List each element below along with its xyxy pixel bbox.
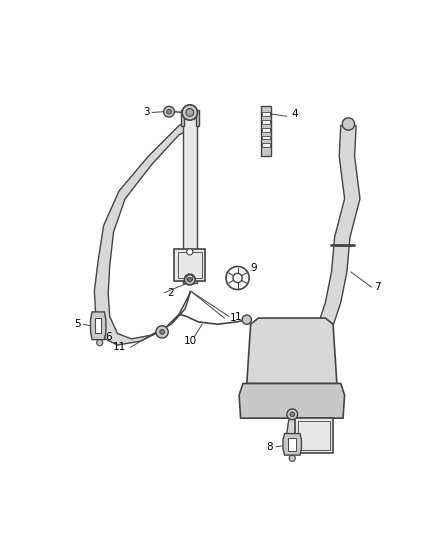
Polygon shape — [239, 384, 345, 418]
Text: 8: 8 — [267, 442, 273, 451]
Circle shape — [187, 275, 193, 281]
Text: 10: 10 — [184, 336, 197, 346]
Circle shape — [186, 109, 194, 116]
Bar — [294, 418, 333, 453]
Text: 7: 7 — [374, 282, 381, 292]
Bar — [95, 318, 101, 334]
Bar — [183, 118, 197, 284]
Circle shape — [289, 455, 295, 461]
Bar — [298, 421, 330, 450]
Polygon shape — [91, 312, 106, 340]
Text: 11: 11 — [113, 342, 126, 352]
Bar — [262, 120, 270, 124]
Text: 4: 4 — [291, 109, 298, 119]
Bar — [262, 143, 270, 147]
Bar — [177, 252, 202, 278]
Circle shape — [342, 118, 355, 130]
Polygon shape — [94, 119, 191, 345]
Text: 1: 1 — [230, 313, 236, 323]
Text: 5: 5 — [74, 319, 81, 329]
Circle shape — [187, 249, 193, 255]
Bar — [261, 106, 272, 156]
Polygon shape — [247, 318, 337, 384]
Text: 2: 2 — [167, 288, 174, 297]
Circle shape — [97, 340, 103, 346]
Circle shape — [287, 409, 298, 419]
Polygon shape — [180, 110, 199, 126]
Circle shape — [156, 326, 168, 338]
Polygon shape — [283, 433, 301, 455]
Circle shape — [226, 266, 249, 289]
Polygon shape — [287, 372, 318, 445]
Bar — [262, 112, 270, 116]
Bar — [262, 128, 270, 132]
Circle shape — [290, 412, 294, 417]
Circle shape — [182, 105, 198, 120]
Bar — [288, 438, 296, 450]
Polygon shape — [302, 126, 360, 372]
Circle shape — [160, 329, 164, 334]
Bar — [262, 135, 270, 140]
Text: 9: 9 — [251, 263, 257, 273]
Text: 1: 1 — [235, 311, 242, 321]
Text: 3: 3 — [143, 108, 150, 117]
Circle shape — [242, 315, 251, 324]
Text: 11: 11 — [271, 400, 284, 410]
Circle shape — [184, 274, 195, 285]
Circle shape — [164, 106, 174, 117]
Circle shape — [187, 277, 192, 282]
Text: 6: 6 — [105, 332, 112, 342]
Circle shape — [233, 273, 242, 282]
Circle shape — [167, 109, 171, 114]
Bar — [174, 249, 205, 281]
